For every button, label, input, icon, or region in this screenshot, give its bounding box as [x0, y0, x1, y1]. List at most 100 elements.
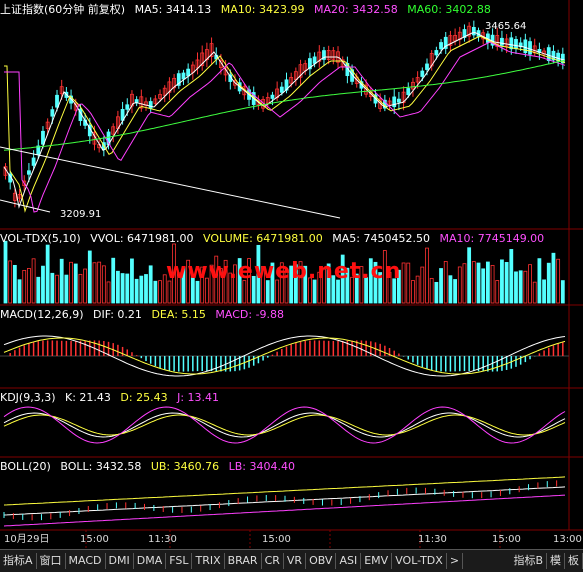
- volume-bar: [308, 277, 312, 304]
- tab-6[interactable]: TRIX: [192, 553, 225, 569]
- ub-label: UB: 3460.76: [150, 460, 220, 473]
- volume-bar: [415, 275, 420, 304]
- candle-body: [326, 50, 331, 60]
- candle-body: [467, 25, 472, 37]
- volume-bar: [298, 261, 303, 304]
- tab-12[interactable]: EMV: [361, 553, 393, 569]
- candle-body: [528, 41, 532, 55]
- volume-bar: [401, 262, 406, 304]
- volume-bar: [223, 259, 228, 304]
- volume-bar: [471, 261, 476, 304]
- candle-body: [270, 94, 275, 99]
- volume-bar: [97, 261, 102, 304]
- volume-bar: [537, 258, 542, 304]
- tab-4[interactable]: DMA: [134, 553, 167, 569]
- volume-bar: [439, 268, 443, 304]
- kdj-title: KDJ(9,3,3): [0, 391, 56, 404]
- volume-bar: [448, 275, 453, 304]
- volume-bar: [204, 277, 209, 304]
- volume-bar: [453, 279, 458, 304]
- volume-bar: [209, 264, 214, 304]
- volume-bar: [476, 262, 481, 304]
- volume-bar: [261, 266, 265, 304]
- candle-body: [148, 101, 153, 109]
- vol-title: VOL-TDX(5,10): [0, 232, 81, 245]
- dif-line: [3, 335, 566, 377]
- volume-bar: [411, 280, 415, 304]
- candle-body: [556, 52, 561, 62]
- tab-3[interactable]: DMI: [106, 553, 134, 569]
- volume-bar: [195, 280, 200, 304]
- volume-bar: [373, 261, 378, 304]
- candle-body: [139, 96, 144, 109]
- tab-7[interactable]: BRAR: [225, 553, 262, 569]
- volume-bar: [190, 276, 195, 304]
- ma20-label: MA20: 3432.58: [314, 3, 398, 16]
- dea-label: DEA: 5.15: [151, 308, 206, 321]
- volume-bar: [130, 258, 134, 304]
- trend-line-short: [0, 199, 51, 213]
- volume-bar: [490, 264, 495, 304]
- volume-bar: [242, 280, 247, 304]
- volume-bar: [331, 275, 336, 304]
- vol-header: VOL-TDX(5,10) VVOL: 6471981.00 VOLUME: 6…: [0, 232, 550, 246]
- candle-body: [420, 70, 425, 77]
- dea-line: [3, 337, 566, 375]
- candle-body: [546, 47, 551, 61]
- volume-label: VOLUME: 6471981.00: [203, 232, 323, 245]
- tab-5[interactable]: FSL: [166, 553, 193, 569]
- volume-bar: [247, 258, 251, 304]
- axis-tick: 15:00: [492, 534, 521, 545]
- candle-body: [396, 98, 401, 103]
- boll-ub-line: [3, 476, 566, 506]
- volume-bar: [350, 276, 354, 304]
- volume-bar: [293, 264, 298, 304]
- candle-body: [279, 86, 284, 93]
- candle-body: [317, 51, 322, 62]
- volume-bar: [382, 250, 387, 304]
- volume-bar: [270, 262, 275, 304]
- tab-11[interactable]: ASI: [336, 553, 362, 569]
- low-price-label: 3209.91: [60, 209, 102, 220]
- volume-bar: [78, 273, 83, 304]
- volume-bar: [8, 260, 13, 304]
- volume-bar: [120, 273, 125, 304]
- j-line: [3, 406, 566, 444]
- tab-9[interactable]: VR: [284, 553, 307, 569]
- chart-canvas[interactable]: [0, 0, 583, 549]
- tab-10[interactable]: OBV: [306, 553, 337, 569]
- candle-body: [111, 126, 116, 135]
- tab-right-1[interactable]: 模: [547, 553, 565, 569]
- candle-body: [551, 50, 556, 61]
- tab-1[interactable]: 窗口: [37, 553, 66, 569]
- tab-right-2[interactable]: 板: [565, 553, 583, 569]
- vol-ma5-label: MA5: 7450452.50: [332, 232, 430, 245]
- volume-bar: [83, 268, 88, 304]
- volume-bar: [500, 259, 504, 304]
- lb-label: LB: 3404.40: [228, 460, 295, 473]
- volume-bar: [485, 261, 490, 304]
- tab-8[interactable]: CR: [262, 553, 284, 569]
- d-label: D: 25.43: [120, 391, 168, 404]
- ma20-line: [4, 41, 566, 213]
- tab-0[interactable]: 指标A: [0, 553, 37, 569]
- macd-label: MACD: -9.88: [215, 308, 285, 321]
- volume-bar: [158, 280, 162, 304]
- volume-bar: [139, 275, 144, 304]
- tab-right-0[interactable]: 指标B: [510, 553, 547, 569]
- volume-bar: [275, 279, 280, 304]
- candle-body: [233, 80, 237, 86]
- tab-14[interactable]: >: [447, 553, 464, 569]
- tab-2[interactable]: MACD: [66, 553, 106, 569]
- volume-bar: [256, 244, 261, 304]
- volume-bar: [251, 275, 256, 304]
- tab-13[interactable]: VOL-TDX: [392, 553, 447, 569]
- volume-bar: [429, 277, 434, 304]
- candle-body: [378, 98, 383, 109]
- candle-body: [411, 81, 415, 90]
- volume-bar: [153, 280, 158, 304]
- candle-body: [509, 37, 514, 50]
- axis-tick: 11:30: [418, 534, 447, 545]
- volume-bar: [481, 268, 486, 304]
- candle-body: [462, 29, 467, 38]
